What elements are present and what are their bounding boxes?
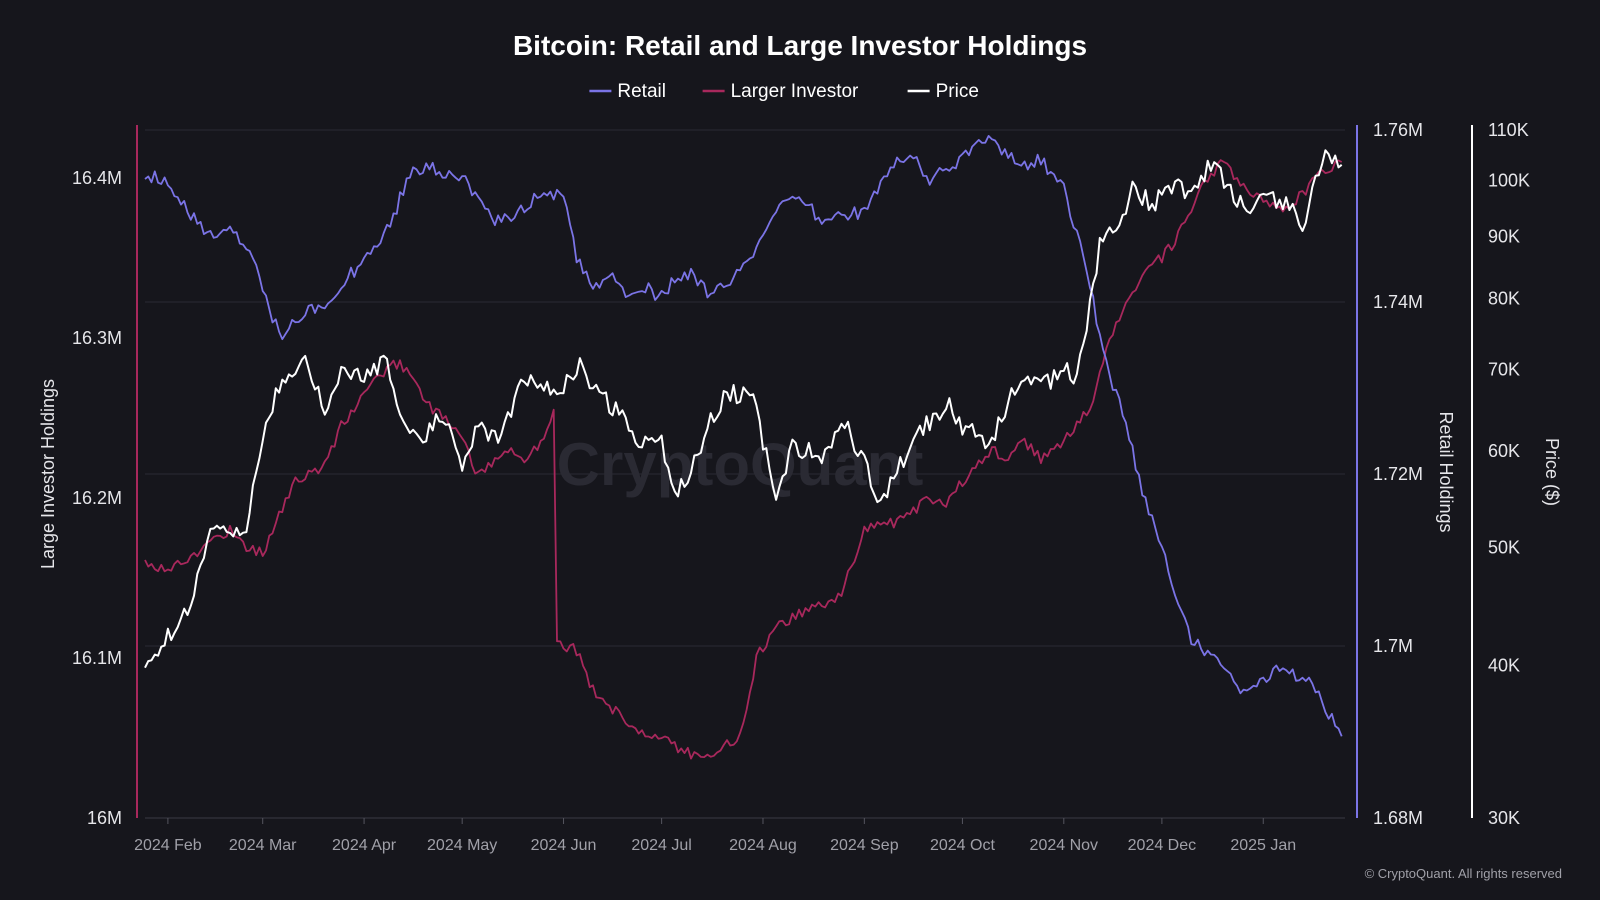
chart-title: Bitcoin: Retail and Large Investor Holdi…	[513, 30, 1087, 61]
copyright-note: © CryptoQuant. All rights reserved	[1365, 866, 1562, 881]
left-tick-label: 16.2M	[72, 488, 122, 508]
x-tick-label: 2024 Nov	[1030, 837, 1099, 854]
x-tick-label: 2024 Aug	[729, 837, 797, 854]
retail-tick-label: 1.68M	[1373, 808, 1423, 828]
retail-axis-title: Retail Holdings	[1436, 411, 1456, 532]
series-layer	[144, 135, 1343, 760]
watermark: CryptoQuant	[557, 431, 924, 498]
price-tick-label: 90K	[1488, 226, 1520, 246]
price-axis-title: Price ($)	[1542, 438, 1562, 506]
legend-label: Larger Investor	[731, 81, 859, 102]
left-tick-label: 16M	[87, 808, 122, 828]
x-tick-label: 2024 Mar	[229, 837, 297, 854]
x-tick-label: 2024 Jun	[531, 837, 597, 854]
series-line-larger-investor	[144, 159, 1343, 760]
x-tick-label: 2024 Dec	[1128, 837, 1197, 854]
legend-label: Price	[936, 81, 979, 102]
price-tick-label: 70K	[1488, 359, 1520, 379]
x-tick-label: 2024 Feb	[134, 837, 202, 854]
legend-item-retail[interactable]: Retail	[589, 81, 666, 102]
x-tick-label: 2024 Jul	[631, 837, 692, 854]
x-tick-label: 2025 Jan	[1230, 837, 1296, 854]
left-tick-label: 16.3M	[72, 328, 122, 348]
price-tick-label: 60K	[1488, 441, 1520, 461]
axes: 16M 16.1M 16.2M 16.3M 16.4M 1.68M 1.7M 1.72M 1.7…	[38, 120, 1562, 828]
price-tick-label: 110K	[1488, 120, 1529, 140]
price-tick-label: 100K	[1488, 170, 1530, 190]
x-tick-label: 2024 Sep	[830, 837, 899, 854]
series-line-retail	[144, 135, 1343, 737]
price-tick-label: 30K	[1488, 808, 1520, 828]
x-tick-label: 2024 Oct	[930, 837, 995, 854]
left-tick-label: 16.1M	[72, 648, 122, 668]
left-tick-label: 16.4M	[72, 168, 122, 188]
retail-tick-label: 1.76M	[1373, 120, 1423, 140]
left-axis-title: Large Investor Holdings	[38, 379, 58, 569]
legend-item-price[interactable]: Price	[907, 81, 979, 102]
x-tick-label: 2024 May	[427, 837, 497, 854]
legend-item-larger-investor[interactable]: Larger Investor	[702, 81, 859, 102]
price-tick-label: 50K	[1488, 538, 1520, 558]
price-tick-label: 40K	[1488, 656, 1520, 676]
x-tick-label: 2024 Apr	[332, 837, 397, 854]
legend-label: Retail	[617, 81, 666, 102]
x-axis: 2024 Feb 2024 Mar 2024 Apr 2024 May 2024 Jun…	[134, 817, 1345, 854]
retail-tick-label: 1.7M	[1373, 636, 1413, 656]
legend: Retail Larger Investor Price	[589, 81, 979, 102]
series-line-price	[144, 149, 1343, 669]
retail-tick-label: 1.74M	[1373, 292, 1423, 312]
price-tick-label: 80K	[1488, 289, 1520, 309]
retail-tick-label: 1.72M	[1373, 464, 1423, 484]
